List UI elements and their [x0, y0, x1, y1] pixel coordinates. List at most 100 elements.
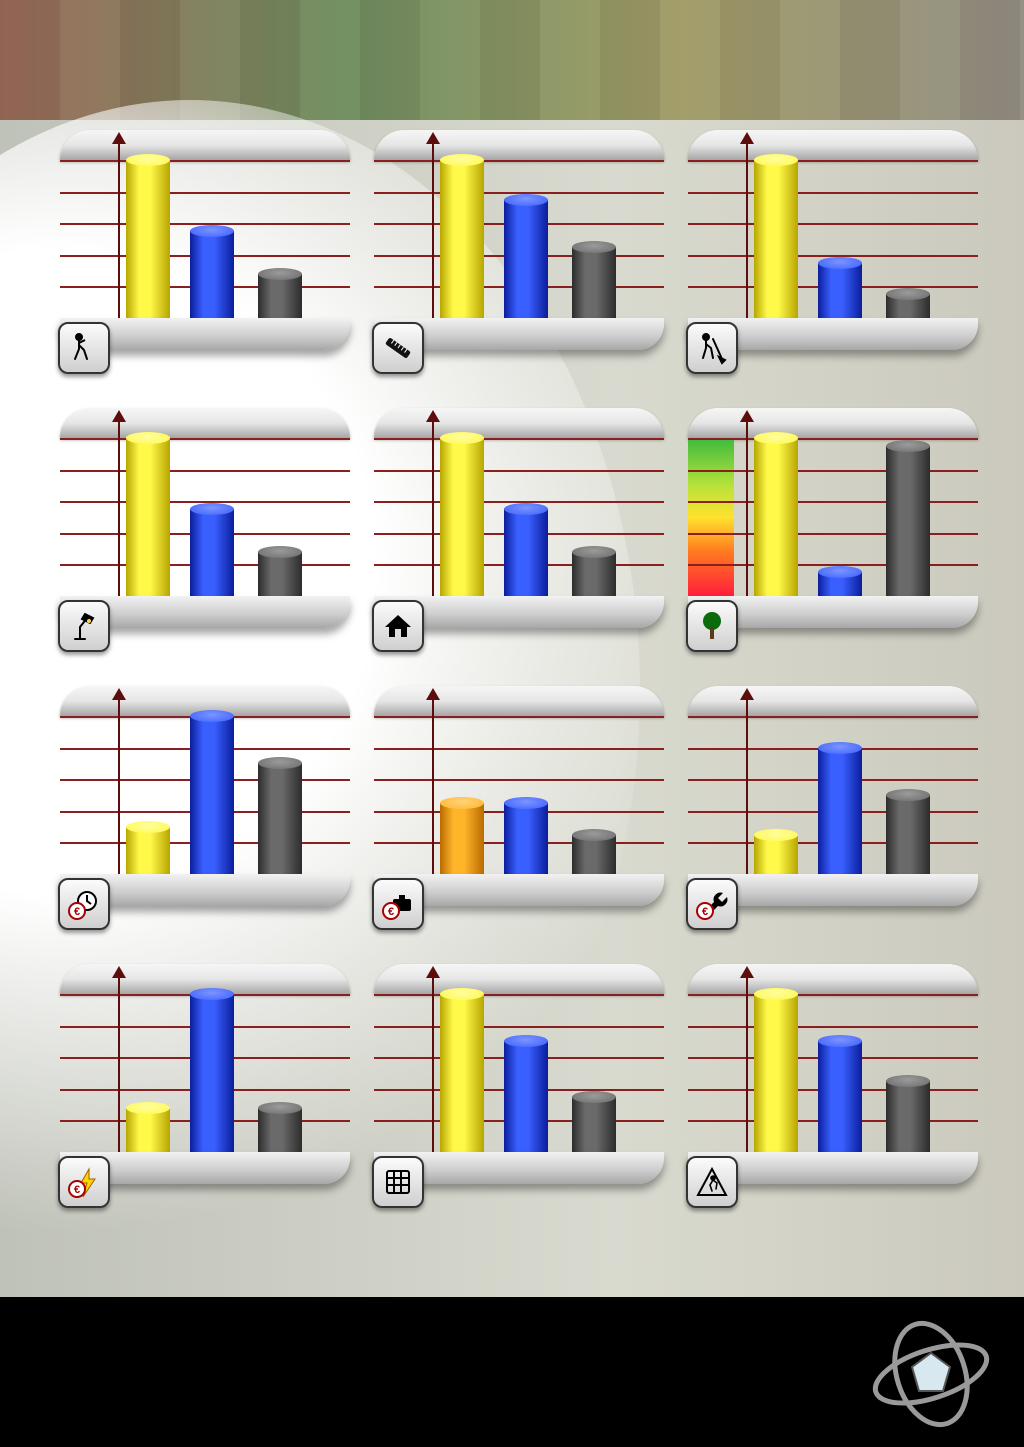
chart-r1c1 [374, 408, 664, 628]
ruler-icon [372, 322, 424, 374]
chart-r0c0 [60, 130, 350, 350]
svg-text:€: € [74, 1184, 80, 1196]
gridline [60, 438, 350, 440]
bar-grey [258, 274, 302, 318]
chart-plot [60, 438, 350, 596]
chart-cap [374, 130, 664, 160]
gridline [688, 192, 978, 194]
bar-blue [818, 572, 862, 596]
bar-grey [258, 1108, 302, 1152]
svg-text:€: € [388, 906, 394, 918]
gridline [688, 470, 978, 472]
y-axis-arrow [432, 976, 434, 1152]
bar-grey [572, 247, 616, 318]
chart-plot [374, 438, 664, 596]
footer-bar [0, 1297, 1024, 1447]
chart-plot [688, 994, 978, 1152]
rainbow-scale [688, 438, 734, 596]
tree-icon [686, 600, 738, 652]
y-axis-arrow [118, 420, 120, 596]
euro-bolt-icon: € [58, 1156, 110, 1208]
chart-r0c1 [374, 130, 664, 350]
y-axis-arrow [746, 142, 748, 318]
chart-cap [374, 686, 664, 716]
bar-yellow [440, 994, 484, 1152]
chart-plot [374, 160, 664, 318]
euro-clock-icon: € [58, 878, 110, 930]
bar-orange [440, 803, 484, 874]
bar-yellow [440, 160, 484, 318]
bar-blue [818, 263, 862, 318]
gridline [374, 1026, 664, 1028]
bar-blue [504, 803, 548, 874]
y-axis-arrow [746, 698, 748, 874]
gridline [688, 1026, 978, 1028]
chart-cap [60, 408, 350, 438]
bar-yellow [126, 827, 170, 874]
chart-r1c0 [60, 408, 350, 628]
gridline [688, 716, 978, 718]
chart-r2c2: € [688, 686, 978, 906]
gridline [688, 533, 978, 535]
grid-window-icon [372, 1156, 424, 1208]
bar-yellow [126, 1108, 170, 1152]
bar-yellow [754, 160, 798, 318]
bar-grey [258, 763, 302, 874]
euro-briefcase-icon: € [372, 878, 424, 930]
gridline [688, 438, 978, 440]
bar-grey [572, 835, 616, 875]
gridline [374, 716, 664, 718]
charts-grid: €€€€ [60, 130, 980, 1184]
gridline [60, 192, 350, 194]
gridline [374, 160, 664, 162]
gridline [374, 438, 664, 440]
chart-r3c0: € [60, 964, 350, 1184]
chart-r0c2 [688, 130, 978, 350]
chart-cap [688, 130, 978, 160]
lamp-icon [58, 600, 110, 652]
chart-cap [688, 964, 978, 994]
bar-blue [504, 200, 548, 319]
y-axis-arrow [432, 142, 434, 318]
svg-text:€: € [702, 906, 708, 918]
chart-cap [60, 130, 350, 160]
bar-yellow [126, 438, 170, 596]
bar-blue [504, 509, 548, 596]
gridline [374, 470, 664, 472]
bar-yellow [754, 438, 798, 596]
gridline [688, 223, 978, 225]
bar-grey [886, 294, 930, 318]
gridline [374, 748, 664, 750]
gridline [60, 160, 350, 162]
svg-text:€: € [74, 906, 80, 918]
bar-grey [886, 446, 930, 596]
y-axis-arrow [118, 698, 120, 874]
chart-plot [374, 716, 664, 874]
gridline [688, 994, 978, 996]
bar-blue [190, 994, 234, 1152]
bar-blue [190, 509, 234, 596]
bar-grey [572, 1097, 616, 1152]
slip-warning-icon [686, 1156, 738, 1208]
gridline [374, 994, 664, 996]
chart-r1c2 [688, 408, 978, 628]
bar-yellow [440, 438, 484, 596]
gridline [688, 160, 978, 162]
person-cane-icon [58, 322, 110, 374]
bar-blue [190, 716, 234, 874]
chart-cap [688, 686, 978, 716]
y-axis-arrow [118, 142, 120, 318]
chart-r2c0: € [60, 686, 350, 906]
chart-plot [688, 716, 978, 874]
bar-grey [572, 552, 616, 596]
bar-yellow [126, 160, 170, 318]
bar-yellow [754, 835, 798, 875]
header-warehouse-strip [0, 0, 1024, 120]
euro-wrench-icon: € [686, 878, 738, 930]
y-axis-arrow [746, 420, 748, 596]
gridline [374, 779, 664, 781]
chart-cap [374, 964, 664, 994]
chart-r3c1 [374, 964, 664, 1184]
house-icon [372, 600, 424, 652]
bar-grey [886, 1081, 930, 1152]
